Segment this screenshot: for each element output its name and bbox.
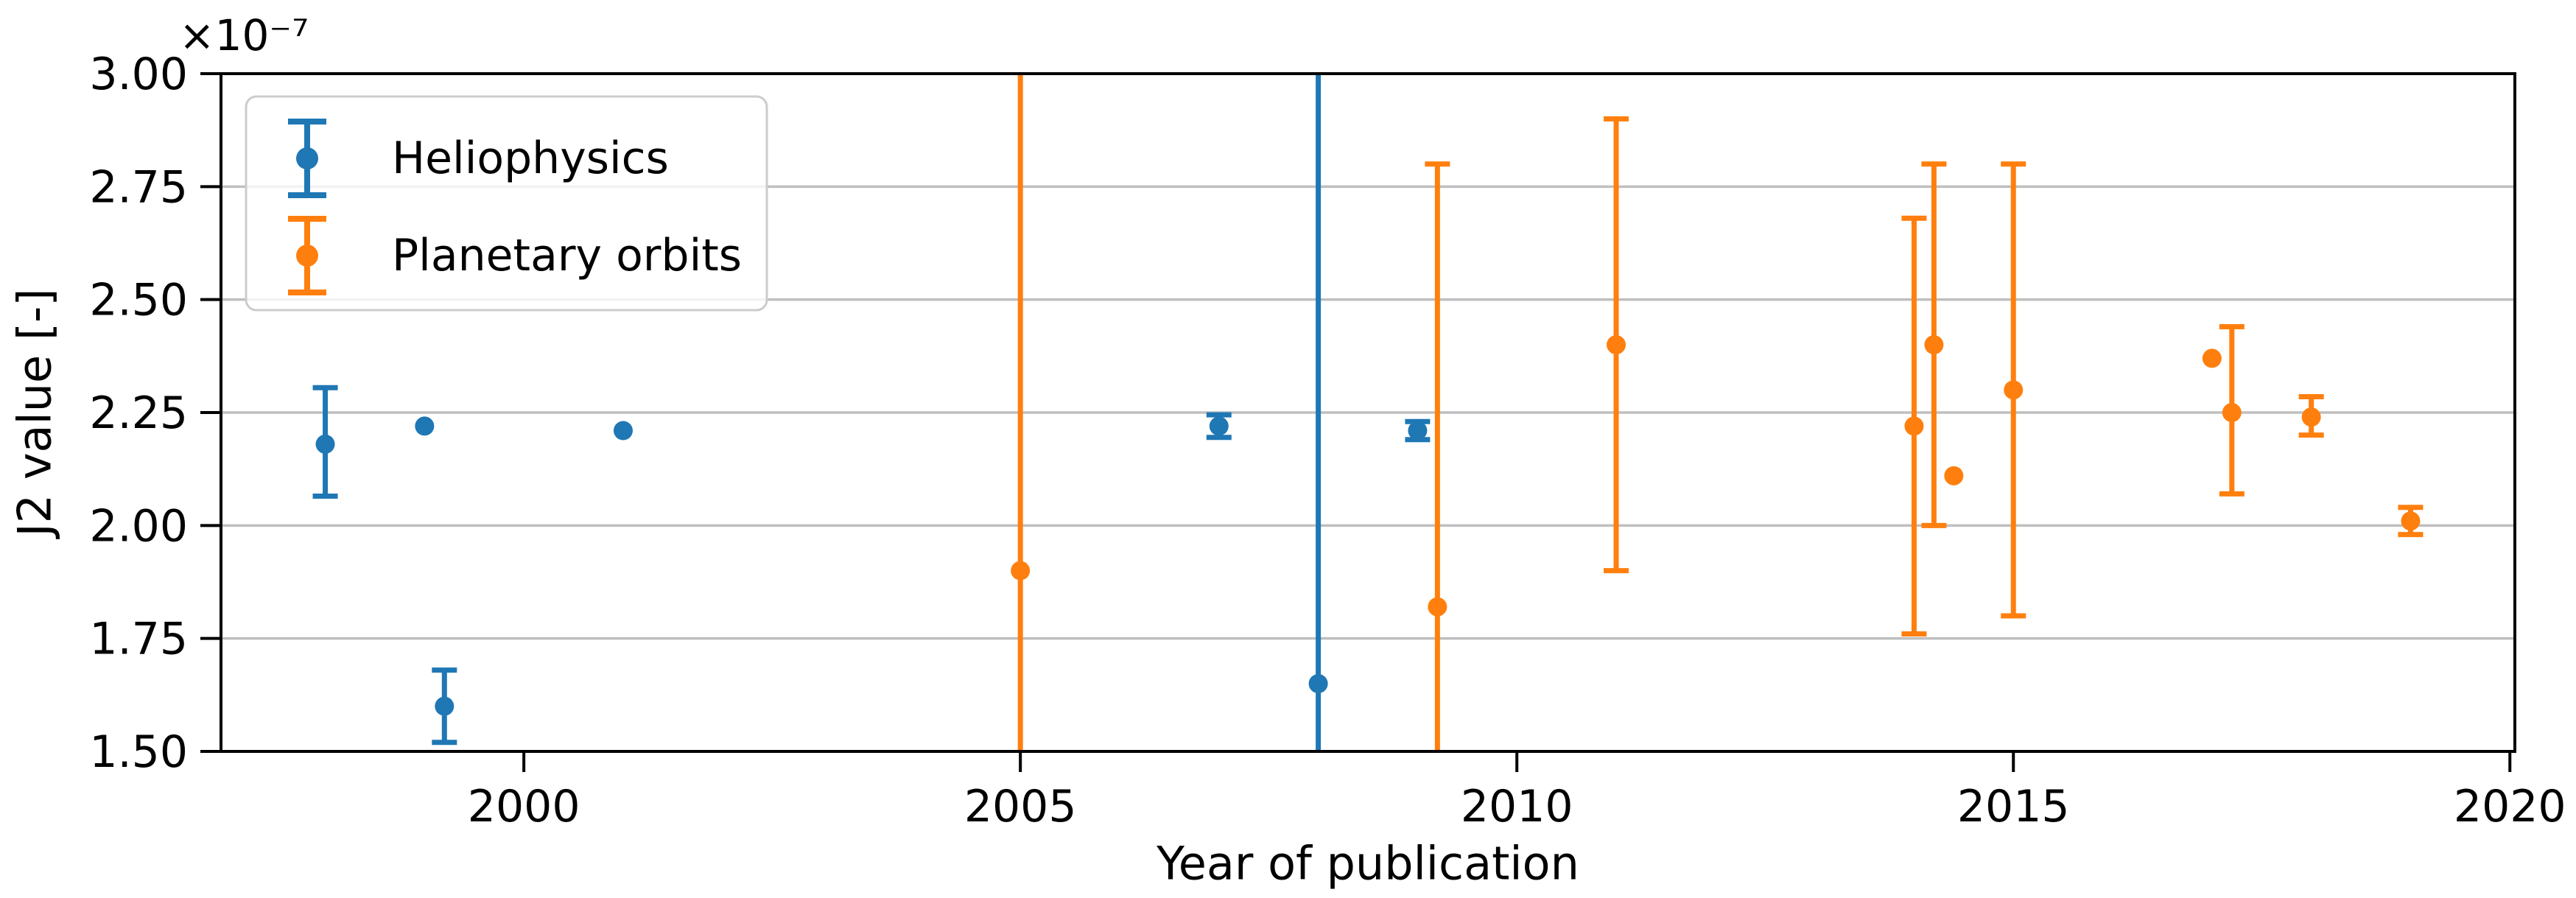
legend-box xyxy=(245,95,768,312)
x-tick-label: 2020 xyxy=(2454,781,2566,832)
series-planetary-orbits xyxy=(1011,74,2424,751)
data-point xyxy=(2301,407,2321,427)
x-axis: 2000 2005 2010 2015 2020 xyxy=(468,751,2566,832)
y-tick-label: 2.75 xyxy=(89,161,188,213)
data-point xyxy=(415,416,435,436)
data-point xyxy=(2202,348,2222,368)
legend-entry-heliophysics-label: Heliophysics xyxy=(392,133,669,184)
y-axis-offset-text: ×10⁻⁷ xyxy=(179,10,309,60)
legend xyxy=(245,95,768,312)
y-tick-label: 2.25 xyxy=(89,387,188,439)
series-heliophysics xyxy=(312,74,1431,751)
data-point xyxy=(2004,380,2024,400)
x-tick-label: 2010 xyxy=(1461,781,1573,832)
data-point xyxy=(1308,674,1328,693)
x-tick-label: 2015 xyxy=(1957,781,2070,832)
x-axis-label: Year of publication xyxy=(1157,836,1579,891)
data-point xyxy=(2222,403,2242,422)
legend-glyph-planetary-orbits xyxy=(288,216,326,295)
data-point xyxy=(435,696,455,716)
y-tick-label: 2.00 xyxy=(89,500,188,552)
x-tick-label: 2000 xyxy=(468,781,580,832)
data-point xyxy=(1408,421,1428,441)
data-point xyxy=(1607,335,1626,354)
data-point xyxy=(1904,416,1924,436)
y-axis: 1.50 1.75 2.00 2.25 2.50 2.75 3.00 xyxy=(89,49,221,778)
y-axis-label: J2 value [-] xyxy=(7,288,62,537)
y-tick-label: 1.50 xyxy=(89,726,188,778)
legend-entry-planetary-orbits-label: Planetary orbits xyxy=(392,230,743,281)
data-point xyxy=(1924,335,1944,354)
data-point xyxy=(1209,416,1229,436)
y-tick-label: 1.75 xyxy=(89,614,188,665)
data-point xyxy=(2401,511,2421,531)
data-point xyxy=(1944,466,1964,485)
data-point xyxy=(613,421,633,441)
legend-glyph-heliophysics xyxy=(288,119,326,198)
y-tick-label: 3.00 xyxy=(89,49,188,100)
data-point xyxy=(315,434,335,454)
x-tick-label: 2005 xyxy=(964,781,1077,832)
data-point xyxy=(1428,597,1447,617)
data-point xyxy=(1011,561,1031,580)
y-tick-label: 2.50 xyxy=(89,275,188,326)
